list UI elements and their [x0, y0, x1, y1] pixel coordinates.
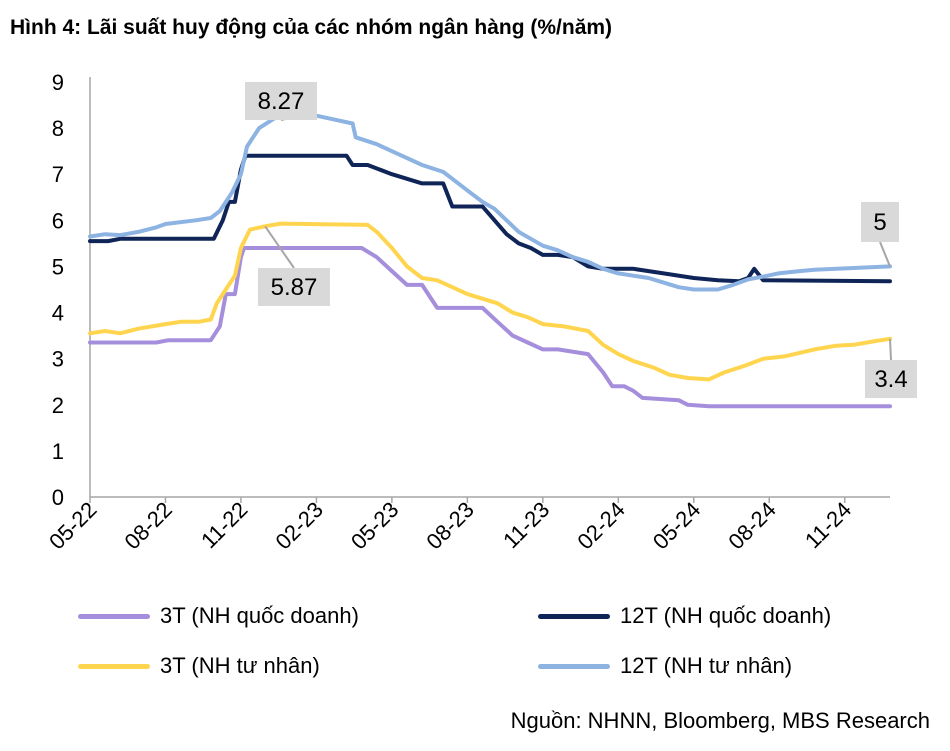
series-lines	[88, 113, 892, 409]
x-tick-label: 11-24	[800, 497, 856, 553]
legend-item-12t-tu-nhan: 12T (NH tư nhân)	[538, 653, 792, 679]
y-tick-label: 5	[52, 254, 64, 279]
y-tick-label: 8	[52, 116, 64, 141]
callout-box	[245, 82, 317, 120]
legend-swatch-12t-quoc-doanh	[538, 613, 610, 619]
legend-swatch-12t-tu-nhan	[538, 663, 610, 669]
callout-box	[865, 360, 917, 398]
callout-label: 3.4	[874, 366, 907, 393]
y-tick-label: 2	[52, 393, 64, 418]
x-tick-label: 05-24	[648, 497, 705, 554]
legend-item-3t-quoc-doanh: 3T (NH quốc doanh)	[78, 603, 359, 629]
legend-label-12t-quoc-doanh: 12T (NH quốc doanh)	[620, 603, 832, 628]
y-tick-label: 0	[52, 485, 64, 510]
x-tick-label: 08-24	[723, 497, 780, 554]
x-tick-label: 11-22	[196, 497, 252, 553]
callout-leader	[889, 338, 892, 361]
x-tick-label: 11-23	[498, 497, 554, 553]
callout-label: 5	[873, 209, 886, 236]
x-tick-label: 02-24	[572, 497, 629, 554]
legend-swatch-3t-quoc-doanh	[78, 613, 150, 619]
callout-label: 8.27	[258, 88, 305, 115]
legend-label-12t-tu-nhan: 12T (NH tư nhân)	[620, 653, 793, 678]
legend-swatch-3t-tu-nhan	[78, 663, 150, 669]
series-line-2	[88, 221, 892, 382]
y-tick-label: 1	[52, 439, 64, 464]
callouts: 8.27 5.87 5 3.4	[245, 82, 917, 398]
y-tick-label: 3	[52, 347, 64, 372]
series-line-3	[88, 113, 892, 292]
y-tick-label: 9	[52, 70, 64, 95]
y-tick-label: 6	[52, 208, 64, 233]
x-tick-label: 08-22	[120, 497, 177, 554]
series-line-1	[88, 153, 892, 284]
x-tick-label: 02-23	[270, 497, 327, 554]
callout-leader	[879, 241, 891, 267]
x-tick-label: 05-23	[346, 497, 403, 554]
x-tick-label: 08-23	[421, 497, 478, 554]
y-tick-label: 4	[52, 301, 64, 326]
legend-item-3t-tu-nhan: 3T (NH tư nhân)	[78, 653, 320, 679]
callout-label: 5.87	[271, 274, 318, 301]
chart-title: Hình 4: Lãi suất huy động của các nhóm n…	[10, 16, 613, 39]
legend-label-3t-tu-nhan: 3T (NH tư nhân)	[160, 653, 320, 678]
source-note: Nguồn: NHNN, Bloomberg, MBS Research	[510, 708, 930, 733]
y-tick-label: 7	[52, 162, 64, 187]
series-line-0	[88, 246, 892, 409]
callout-leader	[264, 225, 295, 269]
legend-item-12t-quoc-doanh: 12T (NH quốc doanh)	[538, 603, 831, 629]
legend-label-3t-quoc-doanh: 3T (NH quốc doanh)	[160, 603, 359, 628]
callout-box	[861, 202, 899, 242]
callout-box	[258, 268, 330, 306]
